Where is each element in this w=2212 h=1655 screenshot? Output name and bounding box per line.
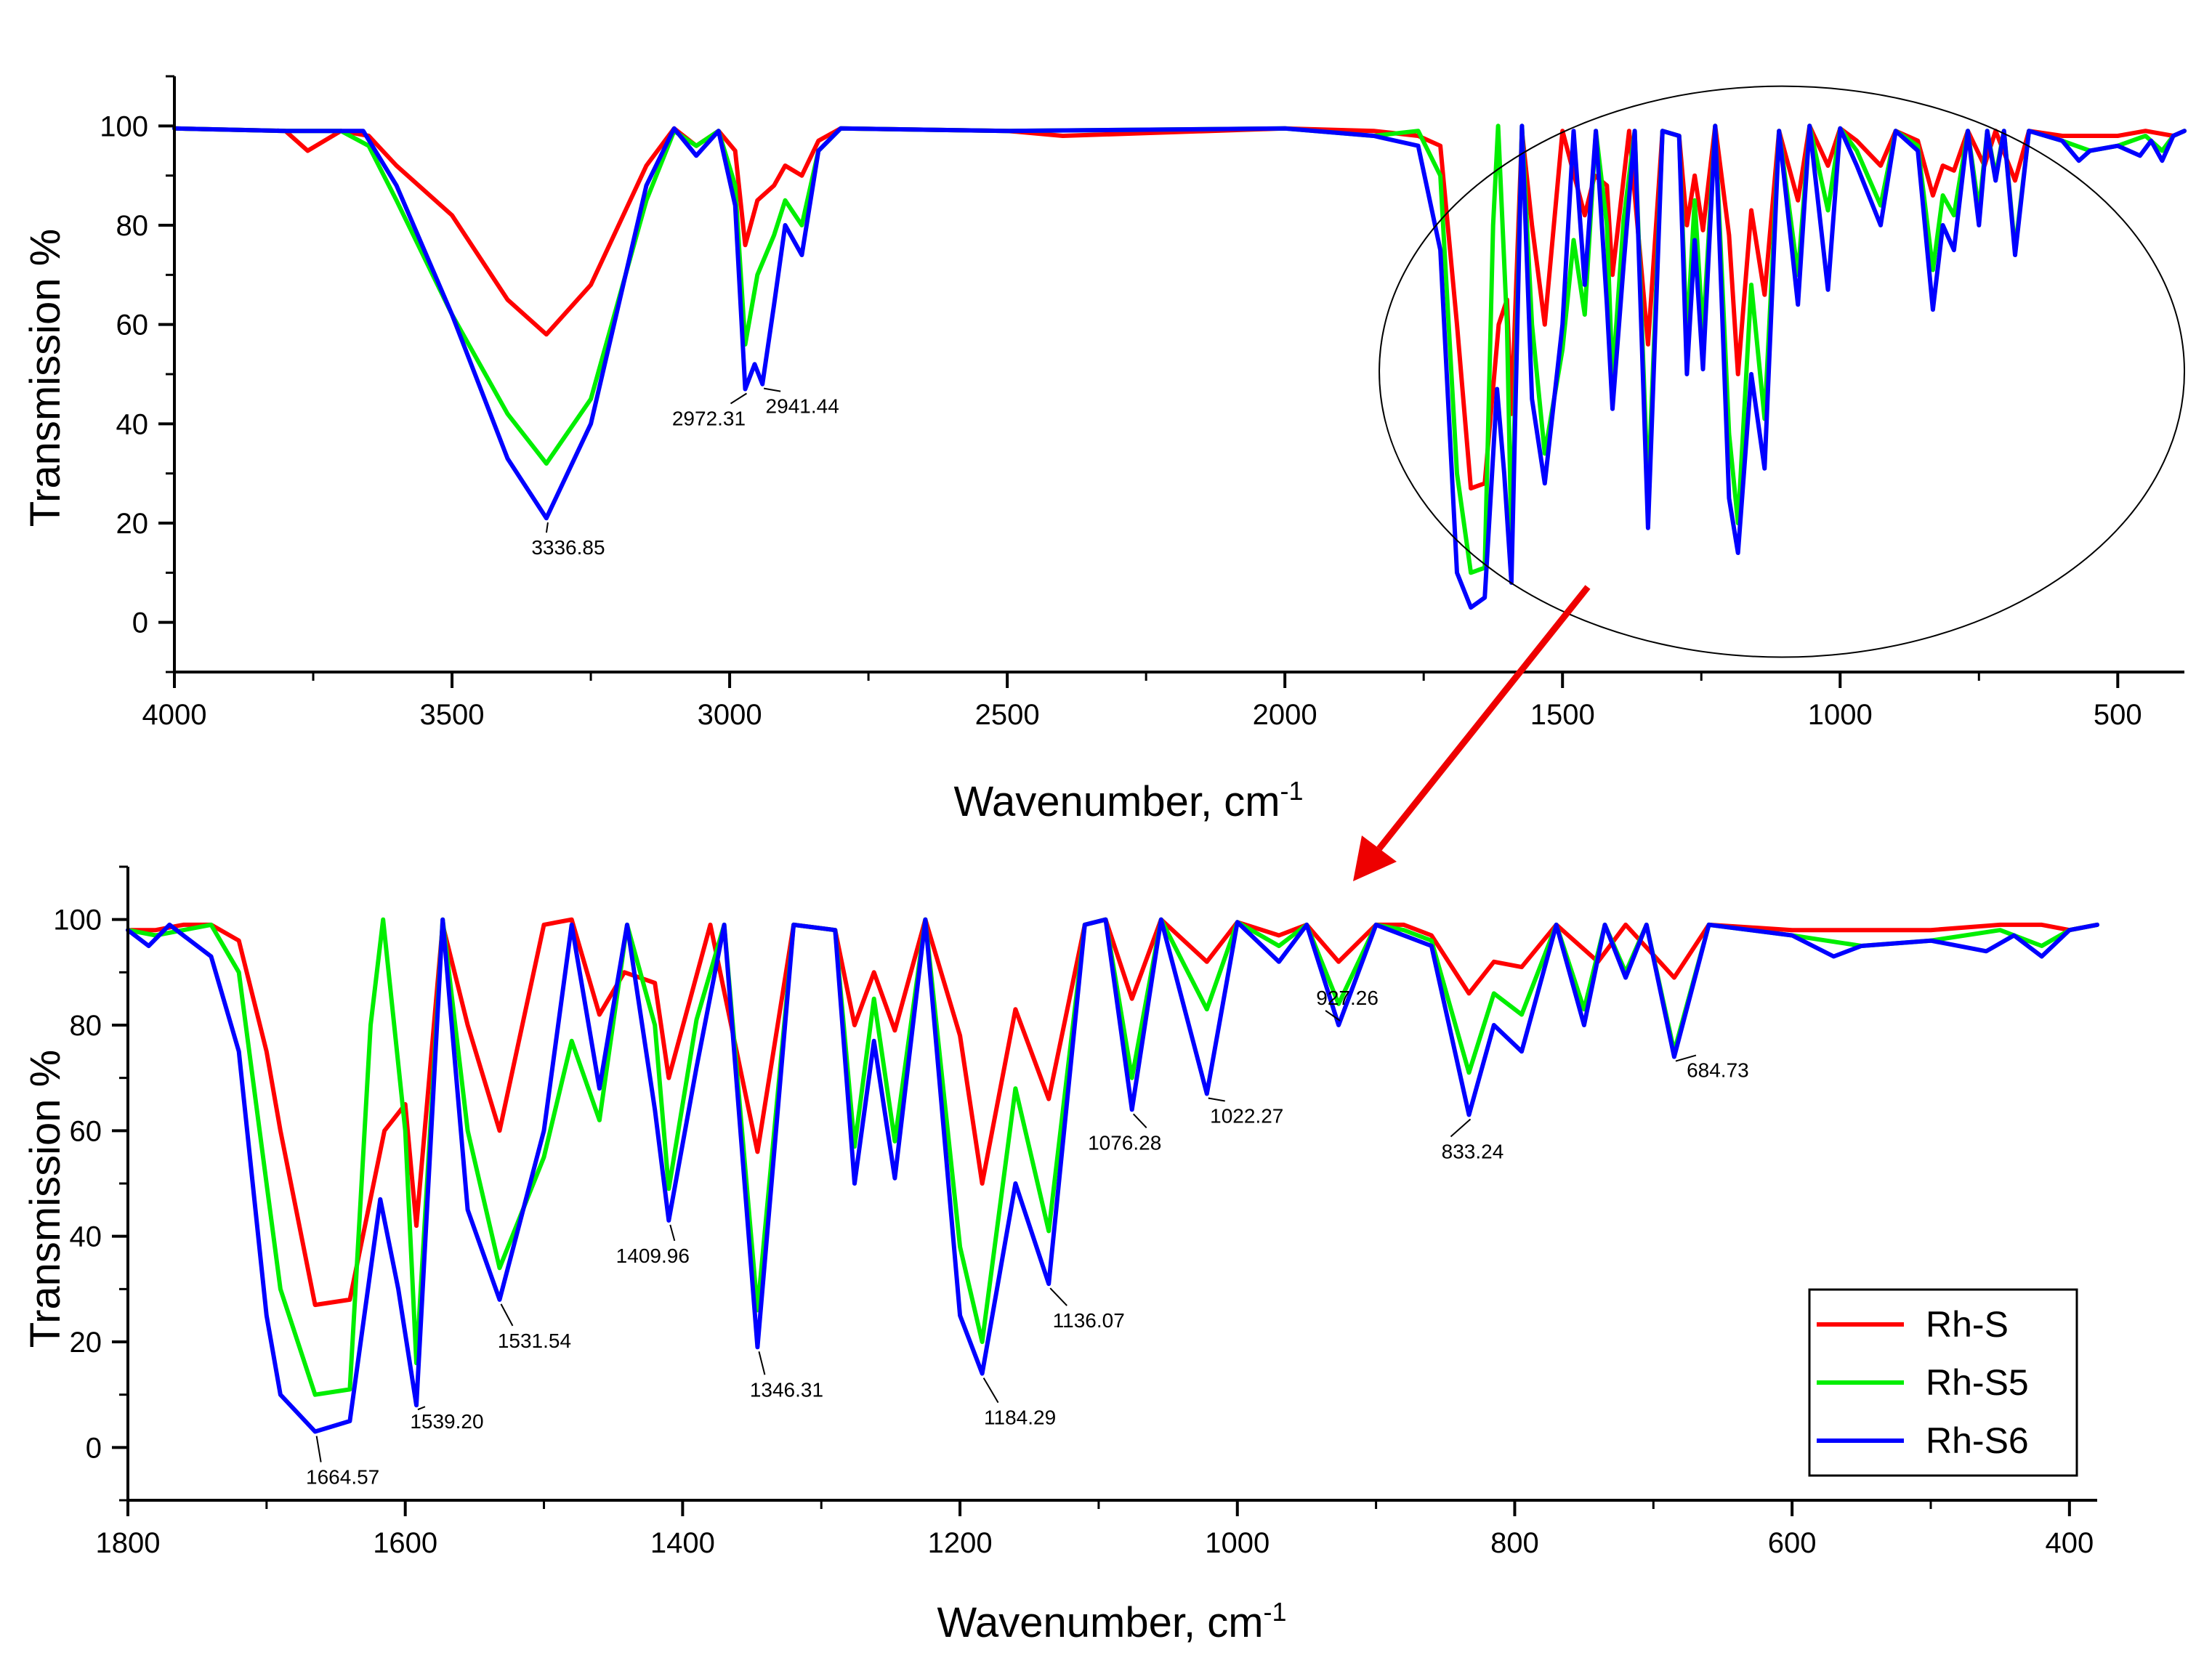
bottom-x-tick-label: 1800 [96, 1527, 161, 1559]
bottom-annotation-leader [1049, 1287, 1067, 1306]
top-y-axis-title: Transmission % [22, 229, 69, 527]
bottom-x-tick-label: 1600 [373, 1527, 437, 1559]
bottom-annotation-leader [758, 1351, 766, 1375]
bottom-peak-label: 1184.29 [984, 1407, 1056, 1429]
bottom-x-tick-label: 400 [2045, 1527, 2094, 1559]
bottom-y-tick-label: 80 [70, 1010, 102, 1042]
top-x-tick-label: 1000 [1808, 699, 1873, 731]
bottom-annotation-leader [982, 1377, 999, 1404]
bottom-annotation-leader [1208, 1097, 1225, 1102]
bottom-peak-label: 1136.07 [1053, 1309, 1125, 1332]
bottom-y-tick-label: 100 [53, 905, 102, 936]
top-x-tick-label: 3500 [420, 699, 485, 731]
zoom-arrow-head [1353, 835, 1397, 881]
bottom-annotation-leader [669, 1224, 676, 1242]
bottom-y-tick-label: 20 [70, 1327, 102, 1359]
bottom-peak-label: 1022.27 [1210, 1104, 1283, 1127]
bottom-series-line-rh-s6 [126, 917, 2099, 1434]
top-y-tick-label: 20 [116, 508, 149, 540]
bottom-y-tick-label: 60 [70, 1115, 102, 1147]
top-chart-panel: 4000 3500 3000 2500 2000 1500 1000 500 0 20 40 60 80… [22, 75, 2187, 825]
bottom-x-tick-label: 1000 [1205, 1527, 1270, 1559]
top-x-tick-label: 2500 [975, 699, 1040, 731]
bottom-peak-label: 1531.54 [498, 1330, 571, 1352]
bottom-annotation-leader [1675, 1054, 1697, 1062]
bottom-peak-label: 927.26 [1316, 987, 1379, 1009]
bottom-annotation-leader [500, 1303, 514, 1327]
top-y-tick-label: 80 [116, 210, 149, 242]
top-annotation-leader [730, 392, 748, 405]
top-annotation-leader [545, 522, 549, 533]
top-x-tick-label: 1500 [1530, 699, 1595, 731]
top-y-tick-label: 60 [116, 309, 149, 341]
bottom-peak-label: 1076.28 [1088, 1131, 1161, 1154]
bottom-y-tick-label: 0 [86, 1432, 102, 1464]
top-annotation-leader [763, 387, 781, 392]
bottom-annotation-leader [1325, 1010, 1341, 1021]
bottom-annotation-leader [417, 1406, 426, 1411]
top-series-line-rh-s6 [172, 124, 2187, 610]
top-y-tick-label: 40 [116, 408, 149, 440]
bottom-annotation-leader [1450, 1118, 1472, 1138]
bottom-peak-label: 833.24 [1442, 1141, 1504, 1163]
bottom-y-tick-label: 40 [70, 1221, 102, 1253]
top-x-tick-label: 3000 [698, 699, 762, 731]
bottom-peak-label: 1539.20 [410, 1410, 483, 1433]
bottom-annotation-leader [1132, 1113, 1147, 1128]
zoom-arrow-shaft [1376, 585, 1591, 851]
highlight-ellipse [1379, 85, 2185, 658]
bottom-x-tick-label: 1200 [928, 1527, 993, 1559]
top-peak-label: 2972.31 [672, 408, 746, 430]
bottom-peak-label: 1664.57 [306, 1466, 379, 1489]
top-y-tick-label: 0 [132, 607, 148, 639]
top-y-tick-label: 100 [100, 110, 148, 142]
legend-label-rh-s6: Rh-S6 [1926, 1420, 2029, 1461]
top-peak-label: 3336.85 [531, 536, 605, 559]
legend: Rh-S Rh-S5 Rh-S6 [1808, 1288, 2078, 1477]
legend-label-rh-s5: Rh-S5 [1926, 1362, 2029, 1403]
bottom-chart-panel: 1800 1600 1400 1200 1000 800 600 400 0 20 40 60 80 10… [22, 865, 2099, 1646]
top-peak-label: 2941.44 [766, 395, 839, 418]
bottom-x-axis-title: Wavenumber, cm-1 [937, 1597, 1286, 1646]
top-x-axis-title: Wavenumber, cm-1 [953, 776, 1303, 825]
top-x-tick-label: 4000 [142, 699, 207, 731]
bottom-peak-label: 1409.96 [616, 1245, 690, 1267]
legend-label-rh-s: Rh-S [1926, 1304, 2009, 1345]
bottom-y-axis-title: Transmission % [22, 1050, 69, 1348]
bottom-x-tick-label: 1400 [650, 1527, 715, 1559]
bottom-x-tick-label: 800 [1490, 1527, 1539, 1559]
bottom-peak-label: 1346.31 [750, 1378, 823, 1401]
top-x-tick-label: 500 [2094, 699, 2142, 731]
bottom-peak-label: 684.73 [1687, 1059, 1749, 1082]
top-x-tick-label: 2000 [1253, 699, 1317, 731]
bottom-annotation-leader [315, 1436, 322, 1462]
bottom-x-tick-label: 600 [1768, 1527, 1817, 1559]
zoom-arrow [1353, 585, 1591, 881]
